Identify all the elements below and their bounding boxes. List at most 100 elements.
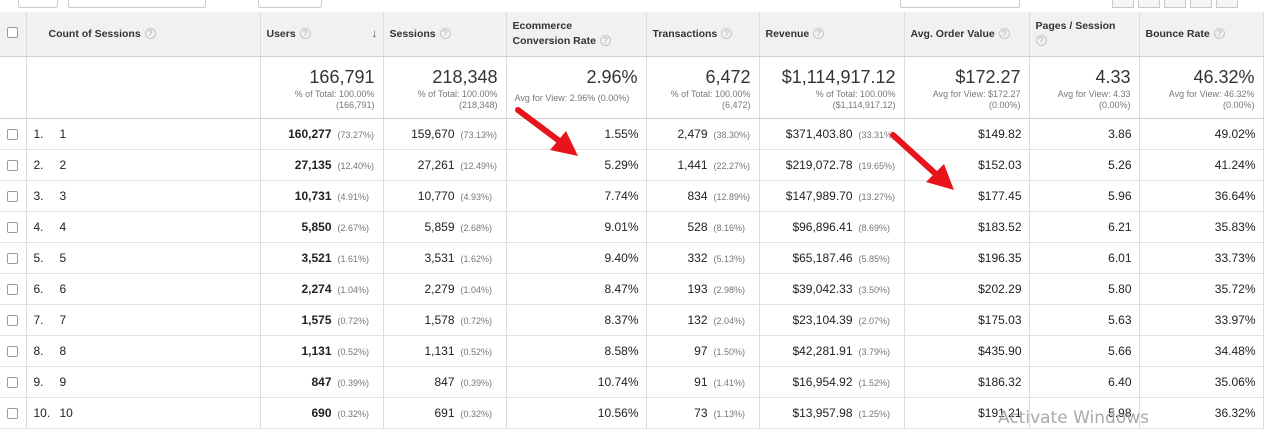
bounce-cell: 36.32% — [1139, 397, 1264, 429]
transactions-value: 1,441 — [677, 157, 708, 172]
row-index: 5. — [33, 250, 44, 265]
dimension-value[interactable]: 2 — [59, 157, 67, 172]
report-toolbar — [0, 0, 1265, 12]
secondary-dimension-dropdown[interactable] — [68, 0, 206, 8]
help-circle-icon[interactable]: ? — [1213, 28, 1225, 40]
pps-value: 5.63 — [1108, 312, 1132, 327]
aov-value: $435.90 — [978, 343, 1022, 358]
conversion-cell: 10.74% — [506, 366, 647, 398]
table-row[interactable]: 7. 7 1,575 (0.72%) 1,578 (0.72%) 8.37% 132 (2.04… — [0, 304, 1264, 336]
dimension-value[interactable]: 9 — [59, 374, 67, 389]
dimension-value[interactable]: 1 — [59, 126, 67, 141]
table-row[interactable]: 4. 4 5,850 (2.67%) 5,859 (2.68%) 9.01% 528 (8.16… — [0, 211, 1264, 243]
dimension-value[interactable]: 8 — [59, 343, 67, 358]
column-header-users[interactable]: Users? ↓ — [260, 12, 384, 57]
row-checkbox[interactable] — [7, 345, 19, 357]
aov-value: $177.45 — [978, 188, 1022, 203]
row-checkbox[interactable] — [7, 252, 19, 264]
dimension-value[interactable]: 6 — [59, 281, 67, 296]
term-cloud-view-icon[interactable] — [1216, 0, 1238, 8]
sessions-value: 159,670 — [411, 126, 455, 141]
toolbar-dropdown[interactable] — [18, 0, 58, 8]
select-all-checkbox[interactable] — [7, 26, 19, 38]
help-circle-icon[interactable]: ? — [1035, 35, 1047, 47]
users-percent: (4.91%) — [337, 191, 370, 202]
help-circle-icon[interactable]: ? — [998, 28, 1010, 40]
table-row[interactable]: 5. 5 3,521 (1.61%) 3,531 (1.62%) 9.40% 332 (5.13… — [0, 242, 1264, 274]
transactions-value: 91 — [694, 374, 708, 389]
totals-pps: 4.33 Avg for View: 4.33 (0.00%) — [1029, 56, 1140, 119]
dimension-cell: 1. 1 — [26, 118, 261, 150]
dimension-cell: 9. 9 — [26, 366, 261, 398]
transactions-percent: (12.89%) — [713, 191, 751, 202]
dimension-cell: 2. 2 — [26, 149, 261, 181]
column-header-aov[interactable]: Avg. Order Value? — [904, 12, 1030, 57]
table-row[interactable]: 9. 9 847 (0.39%) 847 (0.39%) 10.74% 91 (1.41%) $1… — [0, 366, 1264, 398]
table-row[interactable]: 1. 1 160,277 (73.27%) 159,670 (73.13%) 1.55% 2,… — [0, 118, 1264, 150]
row-checkbox[interactable] — [7, 128, 19, 140]
dimension-value[interactable]: 7 — [59, 312, 67, 327]
dimension-value[interactable]: 4 — [59, 219, 67, 234]
bounce-value: 33.73% — [1214, 250, 1256, 265]
row-checkbox[interactable] — [7, 221, 19, 233]
report-table: Count of Sessions? Users? ↓ Sessions? Eco… — [0, 12, 1264, 429]
transactions-cell: 193 (2.98%) — [646, 273, 760, 305]
revenue-cell: $65,187.46 (5.85%) — [759, 242, 905, 274]
users-value: 2,274 — [301, 281, 332, 296]
row-checkbox[interactable] — [7, 283, 19, 295]
help-circle-icon[interactable]: ? — [439, 28, 451, 40]
transactions-value: 132 — [687, 312, 708, 327]
row-checkbox[interactable] — [7, 376, 19, 388]
row-checkbox[interactable] — [7, 407, 19, 419]
column-header-bounce[interactable]: Bounce Rate? — [1139, 12, 1264, 57]
table-row[interactable]: 10. 10 690 (0.32%) 691 (0.32%) 10.56% 73 (1.13%)… — [0, 397, 1264, 429]
column-header-pps[interactable]: Pages / Session? — [1029, 12, 1140, 57]
performance-view-icon[interactable] — [1164, 0, 1186, 8]
table-row[interactable]: 8. 8 1,131 (0.52%) 1,131 (0.52%) 8.58% 97 (1.50%… — [0, 335, 1264, 367]
dimension-value[interactable]: 5 — [59, 250, 67, 265]
column-header-conversion[interactable]: Ecommerce Conversion Rate? — [506, 12, 647, 57]
revenue-percent: (1.25%) — [858, 408, 891, 419]
help-circle-icon[interactable]: ? — [299, 28, 311, 40]
table-row[interactable]: 3. 3 10,731 (4.91%) 10,770 (4.93%) 7.74% 834 (12… — [0, 180, 1264, 212]
transactions-percent: (22.27%) — [713, 160, 751, 171]
column-header-sessions[interactable]: Sessions? — [383, 12, 507, 57]
aov-value: $183.52 — [978, 219, 1022, 234]
help-circle-icon[interactable]: ? — [721, 28, 733, 40]
bounce-value: 49.02% — [1214, 126, 1256, 141]
users-percent: (2.67%) — [337, 222, 370, 233]
help-circle-icon[interactable]: ? — [599, 35, 611, 47]
row-index: 2. — [33, 157, 44, 172]
sort-type-dropdown[interactable] — [258, 0, 322, 8]
table-row[interactable]: 2. 2 27,135 (12.40%) 27,261 (12.49%) 5.29% 1,44… — [0, 149, 1264, 181]
column-header-revenue[interactable]: Revenue? — [759, 12, 905, 57]
row-checkbox[interactable] — [7, 190, 19, 202]
table-row[interactable]: 6. 6 2,274 (1.04%) 2,279 (1.04%) 8.47% 193 (2.98… — [0, 273, 1264, 305]
data-view-icon[interactable] — [1112, 0, 1134, 8]
totals-note: Avg for View: $172.27 — [932, 88, 1021, 99]
help-circle-icon[interactable]: ? — [144, 28, 156, 40]
users-percent: (0.72%) — [337, 315, 370, 326]
row-select-cell — [0, 335, 27, 367]
sessions-cell: 159,670 (73.13%) — [383, 118, 507, 150]
dimension-cell: 5. 5 — [26, 242, 261, 274]
row-checkbox[interactable] — [7, 159, 19, 171]
aov-cell: $435.90 — [904, 335, 1030, 367]
totals-empty-cell — [26, 56, 261, 119]
comparison-view-icon[interactable] — [1190, 0, 1212, 8]
header-label-revenue: Revenue — [765, 27, 810, 40]
help-circle-icon[interactable]: ? — [813, 28, 825, 40]
column-header-transactions[interactable]: Transactions? — [646, 12, 760, 57]
aov-value: $196.35 — [978, 250, 1022, 265]
pps-value: 5.98 — [1108, 405, 1132, 420]
column-header-dimension[interactable]: Count of Sessions? — [26, 12, 261, 57]
sessions-percent: (0.52%) — [460, 346, 493, 357]
dimension-value[interactable]: 10 — [59, 405, 73, 420]
transactions-value: 193 — [687, 281, 708, 296]
dimension-value[interactable]: 3 — [59, 188, 67, 203]
percentage-view-icon[interactable] — [1138, 0, 1160, 8]
row-checkbox[interactable] — [7, 314, 19, 326]
conversion-cell: 8.47% — [506, 273, 647, 305]
search-input[interactable] — [900, 0, 1020, 8]
aov-value: $191.21 — [978, 405, 1022, 420]
